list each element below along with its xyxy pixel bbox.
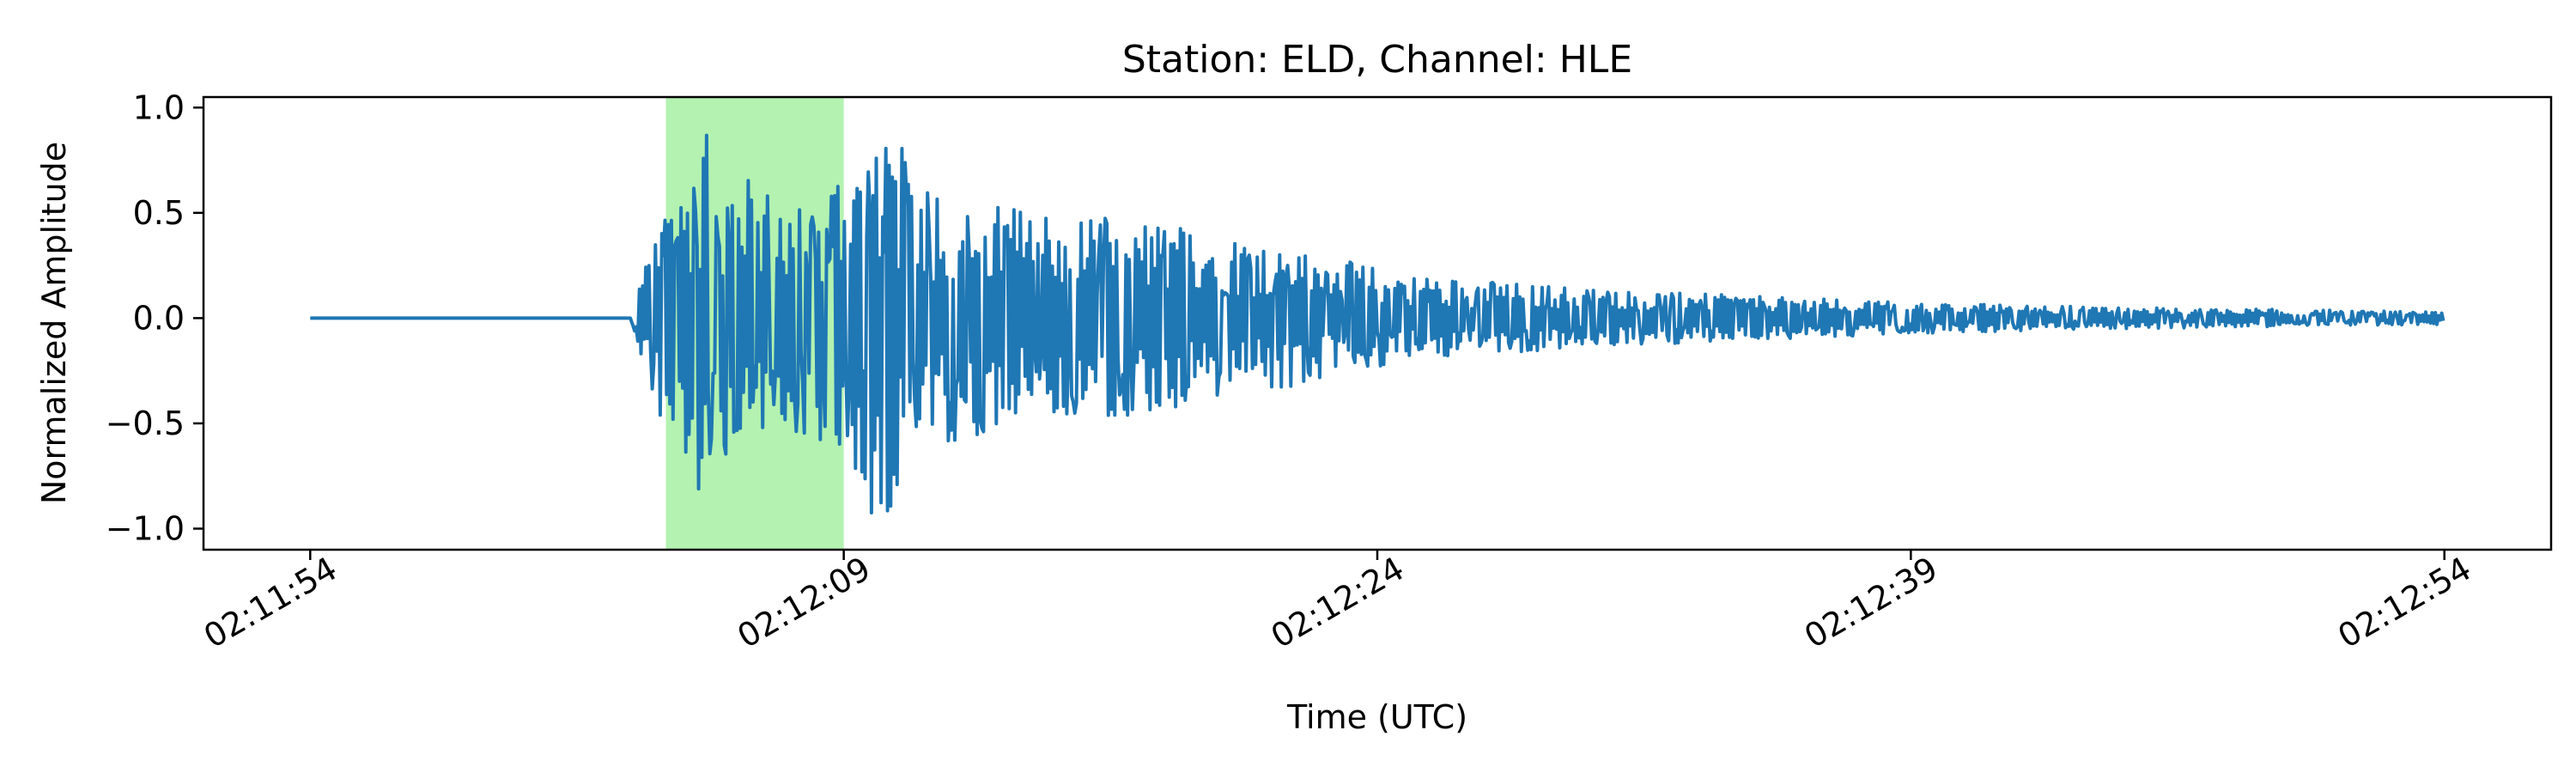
y-axis-label: Normalized Amplitude xyxy=(35,142,73,504)
chart-title: Station: ELD, Channel: HLE xyxy=(1122,38,1632,82)
y-tick-label: 0.5 xyxy=(133,194,185,232)
y-tick-label: −0.5 xyxy=(106,405,185,442)
y-tick-label: 0.0 xyxy=(133,299,185,337)
y-axis: 1.0 0.5 0.0 −0.5 −1.0 xyxy=(106,88,204,547)
signal-group xyxy=(310,133,2445,514)
signal-trace xyxy=(310,133,2445,514)
y-tick-label: 1.0 xyxy=(133,88,185,126)
x-axis-label: Time (UTC) xyxy=(1286,698,1467,736)
y-tick-label: −1.0 xyxy=(106,509,185,547)
highlight-window xyxy=(665,97,844,550)
